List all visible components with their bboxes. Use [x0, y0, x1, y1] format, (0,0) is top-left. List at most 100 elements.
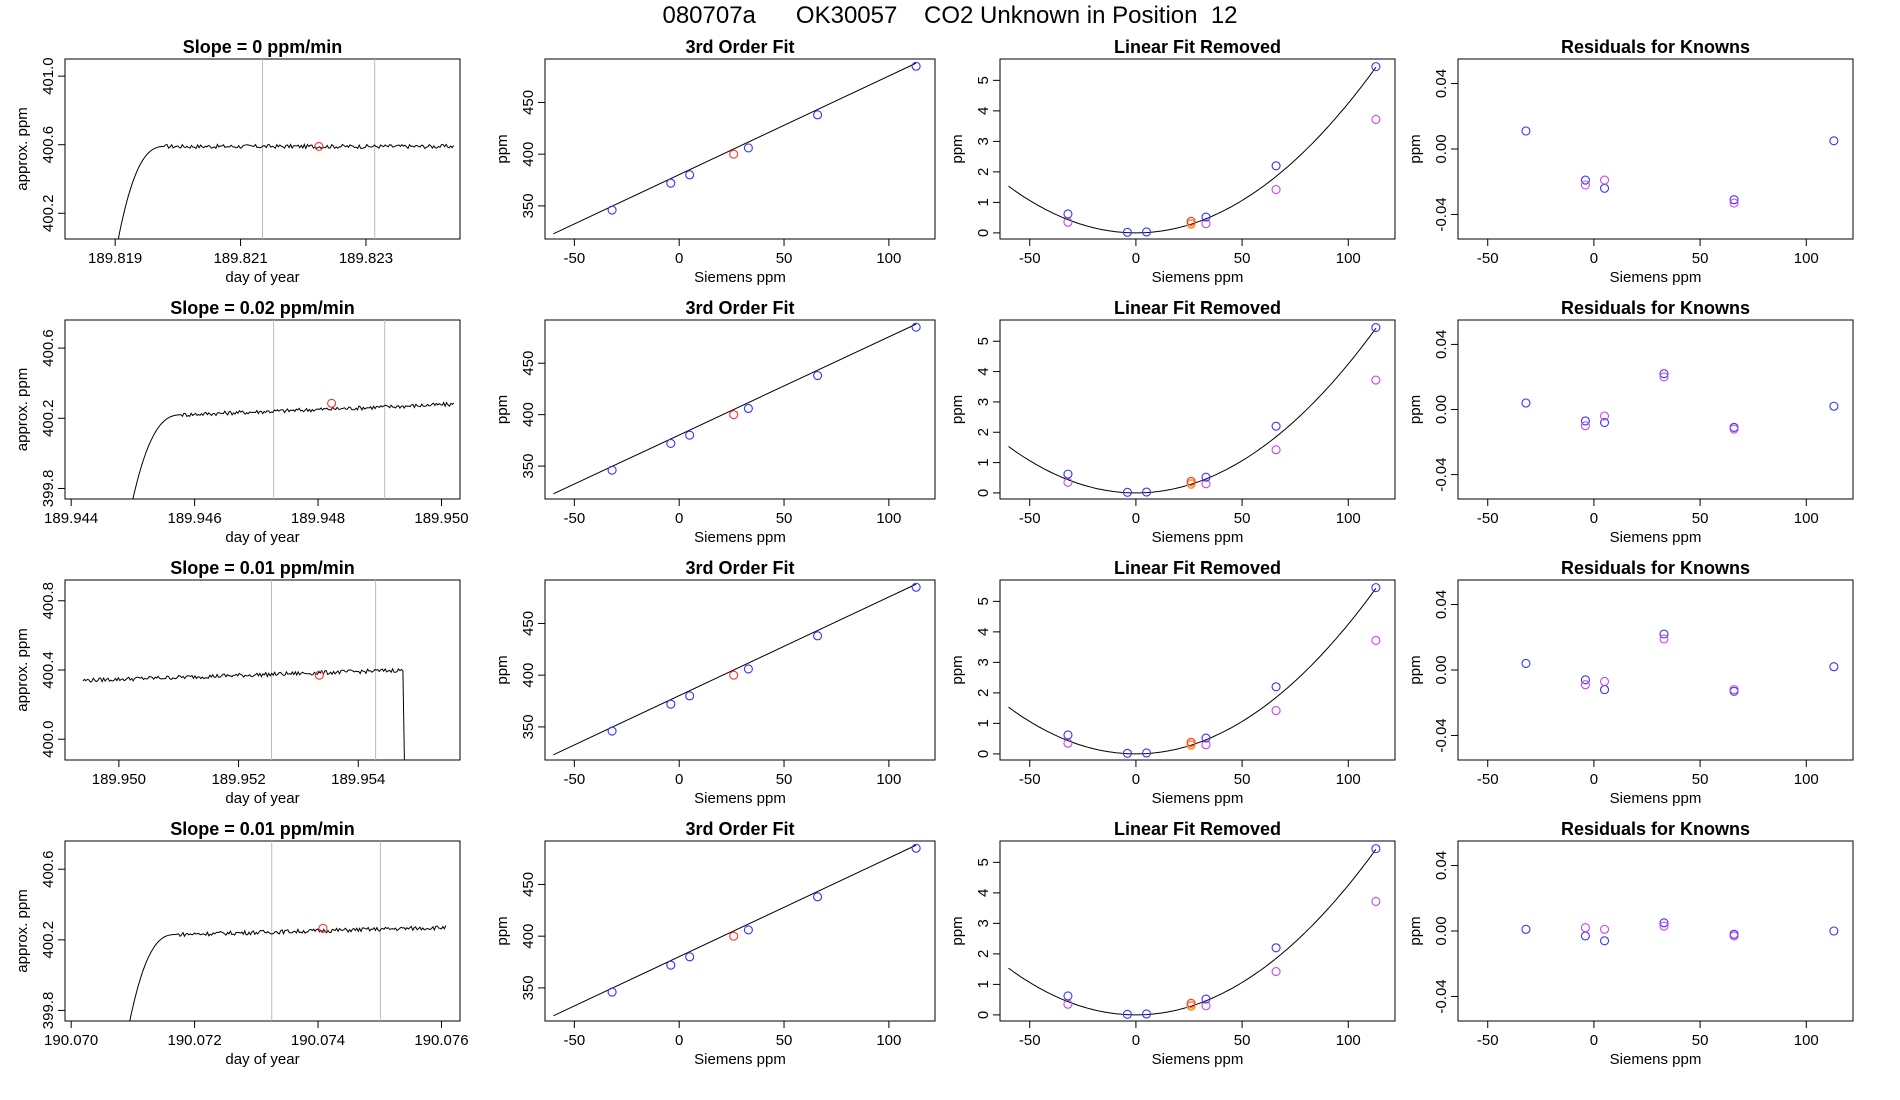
x-axis-label: day of year — [225, 790, 299, 807]
x-tick-label: 100 — [1336, 510, 1361, 527]
known-standard-point — [1201, 733, 1211, 743]
x-tick-label: 189.944 — [44, 510, 98, 527]
plot-frame — [1457, 319, 1854, 500]
concentration-trace — [117, 143, 455, 239]
y-tick-label: 350 — [520, 714, 537, 739]
linear-residual-point — [1371, 375, 1381, 385]
x-tick-label: -50 — [1019, 771, 1041, 788]
known-standard-point — [1141, 487, 1152, 497]
plot-frame — [544, 319, 936, 500]
y-axis-label: approx. ppm — [14, 368, 31, 451]
y-axis-label: ppm — [1407, 916, 1424, 945]
y-tick-label: 1 — [975, 198, 992, 206]
y-tick-label: -0.04 — [1433, 457, 1450, 491]
known-standard-point — [743, 925, 753, 935]
residual-point-cubic — [1580, 931, 1590, 941]
panel-title: 3rd Order Fit — [685, 819, 794, 839]
panel-title: 3rd Order Fit — [685, 37, 794, 57]
plot-area — [1521, 126, 1839, 208]
x-tick-label: 100 — [876, 250, 901, 267]
residual-point-alt — [1599, 676, 1610, 687]
plot-frame — [999, 319, 1396, 500]
x-axis-label: Siemens ppm — [1610, 1051, 1702, 1068]
residual-point-cubic — [1829, 662, 1839, 672]
x-tick-label: 0 — [1590, 510, 1598, 527]
plot-frame — [999, 579, 1396, 761]
y-tick-label: 450 — [520, 872, 537, 897]
x-tick-label: 0 — [675, 1032, 683, 1049]
residual-point-alt — [1580, 421, 1590, 431]
plot-area — [1521, 918, 1839, 946]
x-tick-label: 190.072 — [167, 1032, 221, 1049]
unknown-point — [1186, 998, 1196, 1008]
x-tick-label: 190.074 — [291, 1032, 345, 1049]
plot-area — [553, 322, 921, 495]
plot-frame — [1457, 579, 1854, 761]
fit-curve — [553, 844, 917, 1017]
residual-point-alt — [1599, 924, 1610, 934]
y-tick-label: 350 — [520, 975, 537, 1000]
x-tick-label: 100 — [1336, 250, 1361, 267]
y-tick-label: 3 — [975, 398, 992, 406]
known-standard-point — [1271, 943, 1281, 953]
unknown-mean-point — [318, 923, 328, 933]
known-standard-point — [1122, 227, 1132, 237]
y-tick-label: 0 — [975, 1011, 992, 1019]
panel-title: Linear Fit Removed — [1114, 558, 1281, 578]
y-tick-label: 400.2 — [40, 400, 57, 438]
plot-area — [129, 841, 447, 1021]
residual-point-alt — [1729, 685, 1739, 695]
y-axis-label: ppm — [1407, 655, 1424, 684]
known-standard-point — [685, 170, 695, 180]
known-standard-point — [911, 61, 921, 71]
x-tick-label: 0 — [1590, 771, 1598, 788]
y-tick-label: 400 — [520, 663, 537, 688]
known-standard-point — [685, 691, 695, 701]
known-standard-point — [1201, 994, 1211, 1004]
y-tick-label: 4 — [975, 367, 992, 375]
x-tick-label: 50 — [1234, 250, 1251, 267]
panel-linear-fit-removed-row-3: Linear Fit Removed -50 0 50 100 Siemens ppm 0 1… — [949, 819, 1396, 1068]
x-tick-label: 50 — [1692, 510, 1709, 527]
plot-area — [1521, 629, 1839, 696]
x-axis-label: Siemens ppm — [1610, 790, 1702, 807]
known-standard-point — [1271, 682, 1281, 692]
x-tick-label: 100 — [876, 1032, 901, 1049]
residual-point-cubic — [1521, 126, 1531, 136]
x-tick-label: 190.070 — [44, 1032, 98, 1049]
fit-curve — [553, 583, 917, 756]
linear-residual-point — [1201, 479, 1211, 489]
x-tick-label: 0 — [675, 250, 683, 267]
x-tick-label: 50 — [1692, 1032, 1709, 1049]
residual-point-alt — [1580, 923, 1590, 933]
residual-point-cubic — [1599, 183, 1610, 193]
panel-title: Residuals for Knowns — [1561, 37, 1750, 57]
residual-point-cubic — [1580, 416, 1590, 426]
y-tick-label: 3 — [975, 658, 992, 666]
y-tick-label: 5 — [975, 76, 992, 84]
fit-curve — [553, 323, 917, 495]
y-axis-label: ppm — [494, 134, 511, 163]
residual-point-cubic — [1580, 675, 1590, 685]
residual-point-alt — [1659, 634, 1669, 644]
panel-time-series-row-3: Slope = 0.01 ppm/min 190.070 190.072 190.07… — [14, 819, 469, 1068]
plot-area — [1008, 323, 1381, 497]
x-tick-label: 50 — [1234, 771, 1251, 788]
y-axis-label: approx. ppm — [14, 889, 31, 972]
known-standard-point — [607, 465, 617, 475]
residual-point-alt — [1659, 921, 1669, 931]
x-axis-label: Siemens ppm — [1152, 529, 1244, 546]
linear-residual-point — [1271, 445, 1281, 455]
x-tick-label: 0 — [1590, 250, 1598, 267]
plot-frame — [999, 58, 1396, 240]
known-standard-point — [666, 438, 676, 448]
y-axis-label: ppm — [949, 395, 966, 424]
plot-frame — [999, 840, 1396, 1022]
y-tick-label: 0 — [975, 750, 992, 758]
y-tick-label: 4 — [975, 889, 992, 897]
y-tick-label: 0.04 — [1433, 851, 1450, 880]
x-axis-label: day of year — [225, 269, 299, 286]
known-standard-point — [743, 143, 753, 153]
y-tick-label: 0 — [975, 489, 992, 497]
fit-curve — [1008, 67, 1377, 234]
